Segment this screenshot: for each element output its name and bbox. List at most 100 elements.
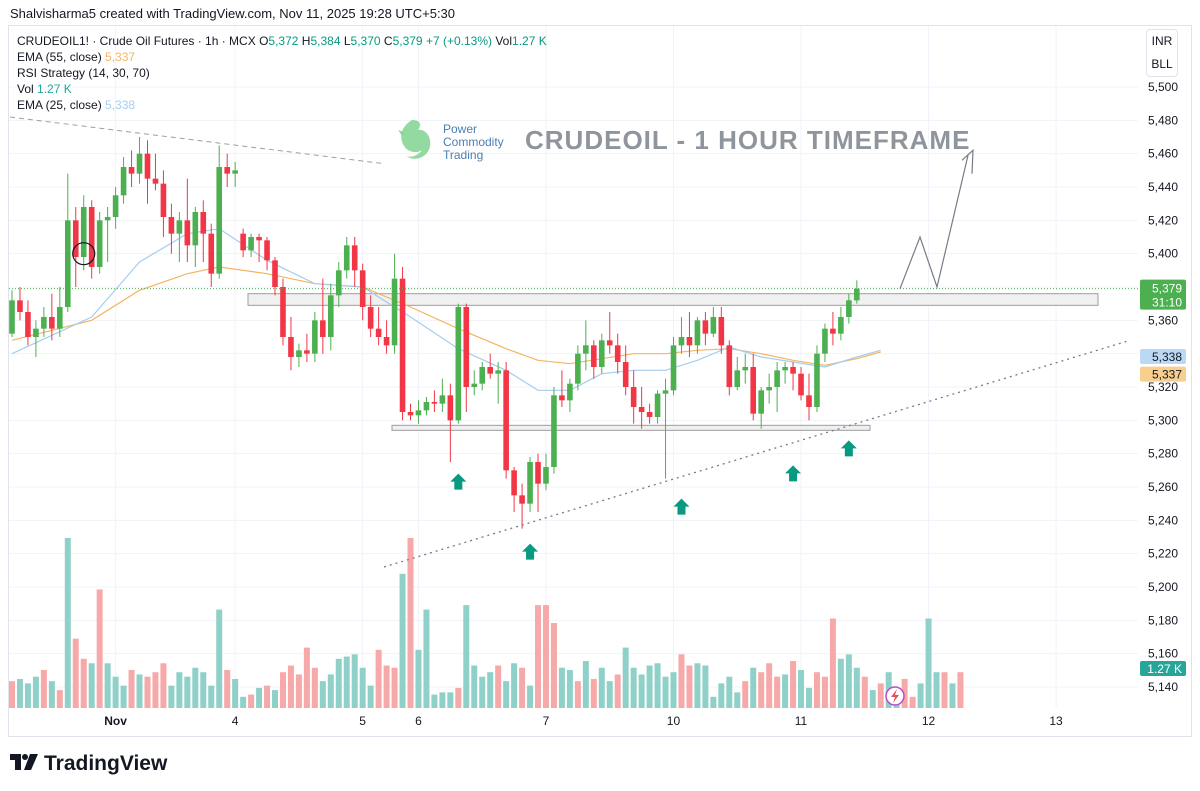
candle-body (678, 337, 685, 346)
candle-body (766, 387, 772, 391)
close-value: 5,379 (392, 34, 423, 48)
volume-bar (861, 676, 868, 708)
volume-bar (550, 623, 557, 708)
volume-bar (104, 663, 111, 708)
vol-label: Vol (495, 34, 513, 48)
up-arrow-icon (840, 440, 857, 457)
chart-frame (8, 25, 1192, 737)
candle-body (407, 412, 414, 416)
candle-body (152, 178, 159, 184)
volume-bar (168, 685, 175, 708)
candle-body (559, 395, 565, 401)
volume-bar (96, 589, 103, 708)
candle-body (734, 370, 741, 387)
volume-bar (806, 687, 812, 708)
candle-body (96, 220, 103, 267)
volume-bar (279, 672, 286, 708)
candle-body (790, 367, 796, 374)
up-arrow-icon (785, 465, 802, 482)
high-label: H (301, 34, 311, 48)
open-value: 5,372 (268, 34, 299, 48)
volume-bar (558, 667, 565, 708)
candle-body (399, 278, 406, 412)
volume-bar (375, 649, 382, 708)
candle-body (591, 345, 597, 367)
candle-body (120, 167, 127, 196)
volume-bar (367, 685, 374, 708)
volume-bar (9, 681, 15, 708)
candle-body (854, 288, 860, 301)
y-tick-label: 5,360 (1148, 313, 1178, 327)
uptrend-line (383, 339, 1131, 568)
candle-body (208, 233, 215, 274)
candle-body (33, 328, 39, 337)
currency-button[interactable]: INR (1151, 34, 1173, 48)
volume-bar (200, 672, 207, 708)
candle-body (726, 345, 733, 387)
candle-body (41, 317, 47, 329)
x-tick-label: 7 (543, 714, 550, 728)
y-tick-label: 5,460 (1148, 147, 1178, 161)
candle-body (423, 402, 430, 411)
volume-bar (184, 676, 191, 708)
volume-bar (877, 683, 884, 708)
candle-body (80, 207, 87, 257)
candle-body (614, 345, 621, 362)
candle-body (128, 167, 135, 174)
countdown-label: 31:10 (1152, 296, 1182, 310)
lightning-icon[interactable] (885, 686, 905, 706)
vol-value: 1.27 K (512, 34, 547, 48)
up-arrow-icon (522, 543, 539, 560)
ema-lines (11, 228, 881, 391)
candle-body (64, 220, 71, 307)
candle-body (463, 307, 470, 387)
volume-bar (24, 683, 31, 708)
y-tick-label: 5,300 (1148, 413, 1178, 427)
volume-bar (40, 669, 47, 708)
candle-body (718, 317, 725, 346)
candle-body (662, 390, 669, 394)
volume-bar (208, 685, 215, 708)
volume-bar (48, 681, 55, 708)
legend-vol-row: Vol 1.27 K (17, 81, 547, 97)
y-tick-label: 5,420 (1148, 213, 1178, 227)
candle-body (367, 307, 374, 329)
volume-bar (112, 676, 119, 708)
volume-bar (128, 669, 135, 708)
volume-bar (463, 605, 470, 708)
candle-body (168, 217, 175, 234)
volume-bar (447, 692, 454, 708)
volume-bar (503, 681, 510, 708)
candle-body (806, 395, 812, 407)
volume-bar (216, 609, 223, 708)
volume-bar (790, 661, 797, 708)
symbol-line: CRUDEOIL1! · Crude Oil Futures · 1h · MC… (17, 34, 256, 48)
up-arrow-icon (673, 498, 690, 515)
open-label: O (259, 34, 269, 48)
logo-line2: Commodity (443, 135, 504, 149)
ema25-line (11, 228, 881, 391)
volume-bar (136, 674, 143, 708)
volume-bar (798, 669, 805, 708)
y-tick-label: 5,280 (1148, 447, 1178, 461)
candle-body (343, 245, 350, 271)
candle-body (25, 312, 31, 337)
volume-bar (774, 676, 781, 708)
volume-bar (694, 663, 701, 708)
volume-bar (742, 681, 749, 708)
candle-body (112, 195, 119, 217)
candle-body (192, 212, 199, 246)
unit-button[interactable]: BLL (1151, 57, 1173, 71)
y-tick-label: 5,320 (1148, 380, 1178, 394)
candle-body (598, 340, 605, 367)
candle-body (184, 220, 191, 246)
ema25-tag (1140, 349, 1186, 364)
volume-bar (120, 685, 127, 708)
candle-body (359, 270, 366, 307)
y-tick-label: 5,500 (1148, 80, 1178, 94)
volume-bar (654, 663, 661, 708)
volume-bar (311, 667, 318, 708)
candle-body (479, 367, 486, 384)
tradingview-logo-icon (10, 753, 38, 776)
